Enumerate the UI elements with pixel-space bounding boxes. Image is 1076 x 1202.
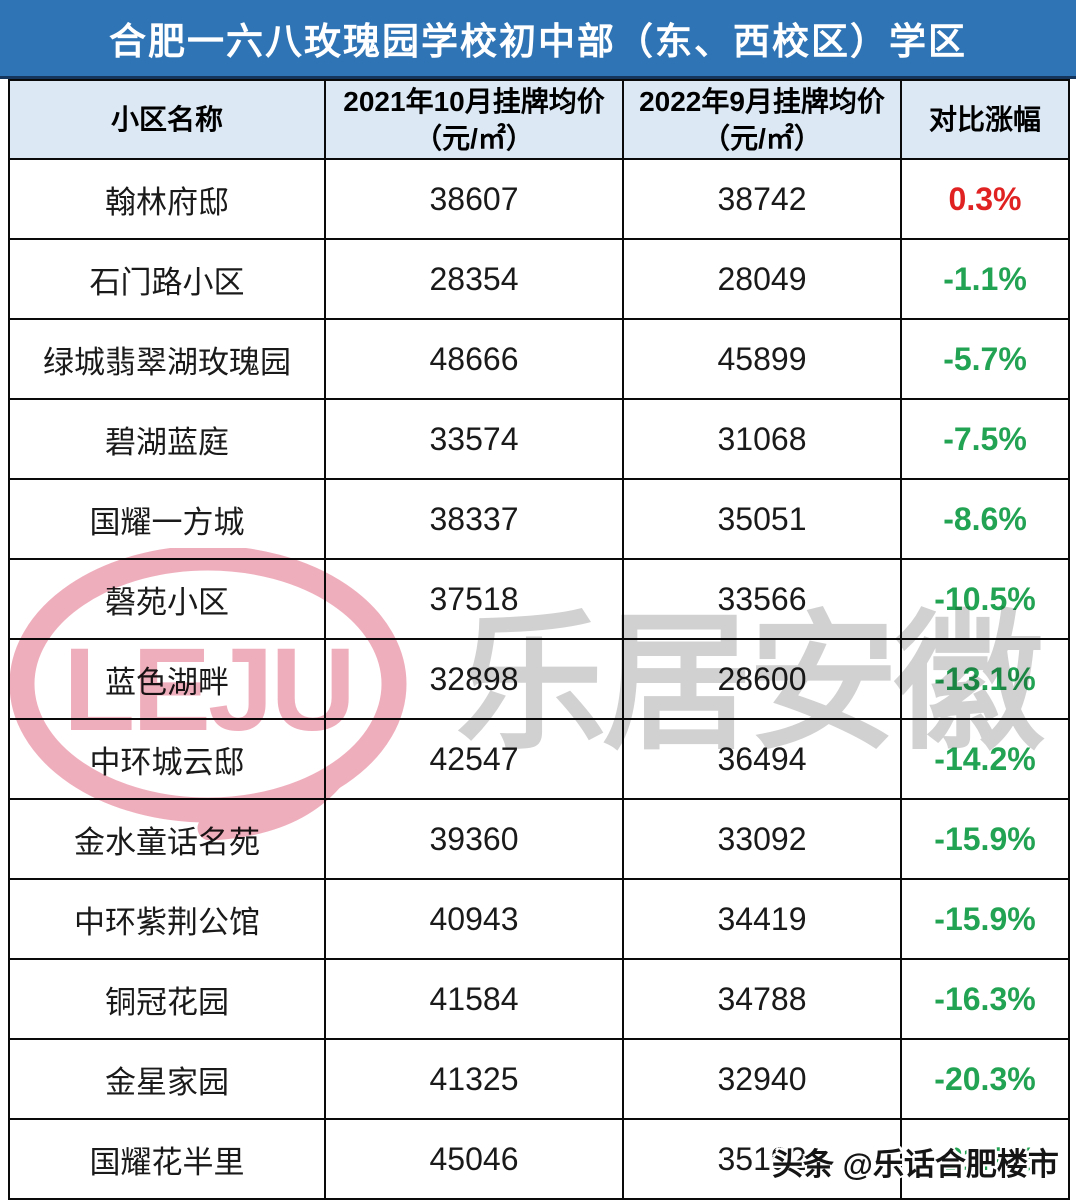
price-2021: 37518: [324, 558, 624, 640]
price-2022: 31068: [622, 398, 902, 480]
change-pct: -20.3%: [900, 1038, 1070, 1120]
table-row: 国耀一方城 38337 35051 -8.6%: [8, 478, 1070, 560]
price-2021: 33574: [324, 398, 624, 480]
price-2022: 35192: [622, 1118, 902, 1200]
change-pct: -1.1%: [900, 238, 1070, 320]
table-row: 金水童话名苑 39360 33092 -15.9%: [8, 798, 1070, 880]
table-row: 国耀花半里 45046 35192 -21.9%: [8, 1118, 1070, 1200]
col-header-price-2021: 2021年10月挂牌均价 （元/㎡）: [324, 79, 624, 160]
community-name: 国耀花半里: [8, 1118, 326, 1200]
price-2022: 34788: [622, 958, 902, 1040]
col-header-community: 小区名称: [8, 79, 326, 160]
district-price-table: 小区名称 2021年10月挂牌均价 （元/㎡） 2022年9月挂牌均价 （元/㎡） …: [8, 79, 1070, 1200]
change-pct: 0.3%: [900, 158, 1070, 240]
price-2021: 39360: [324, 798, 624, 880]
price-2021: 40943: [324, 878, 624, 960]
change-pct: -16.3%: [900, 958, 1070, 1040]
community-name: 金星家园: [8, 1038, 326, 1120]
price-2021: 28354: [324, 238, 624, 320]
community-name: 国耀一方城: [8, 478, 326, 560]
price-2022: 36494: [622, 718, 902, 800]
col-header-price-2022: 2022年9月挂牌均价 （元/㎡）: [622, 79, 902, 160]
change-pct: -15.9%: [900, 798, 1070, 880]
community-name: 翰林府邸: [8, 158, 326, 240]
col-header-change: 对比涨幅: [900, 79, 1070, 160]
price-2022: 28600: [622, 638, 902, 720]
price-2022: 45899: [622, 318, 902, 400]
table-row: 中环城云邸 42547 36494 -14.2%: [8, 718, 1070, 800]
community-name: 中环城云邸: [8, 718, 326, 800]
table-row: 翰林府邸 38607 38742 0.3%: [8, 158, 1070, 240]
community-name: 铜冠花园: [8, 958, 326, 1040]
price-2022: 34419: [622, 878, 902, 960]
community-name: 中环紫荆公馆: [8, 878, 326, 960]
change-pct: -8.6%: [900, 478, 1070, 560]
price-2021: 38607: [324, 158, 624, 240]
price-2022: 33092: [622, 798, 902, 880]
price-2021: 41325: [324, 1038, 624, 1120]
price-2022: 32940: [622, 1038, 902, 1120]
table-header-row: 小区名称 2021年10月挂牌均价 （元/㎡） 2022年9月挂牌均价 （元/㎡） …: [8, 79, 1070, 160]
price-2022: 28049: [622, 238, 902, 320]
table-title-bar: 合肥一六八玫瑰园学校初中部（东、西校区）学区: [0, 0, 1076, 79]
table-row: 铜冠花园 41584 34788 -16.3%: [8, 958, 1070, 1040]
change-pct: -7.5%: [900, 398, 1070, 480]
price-2021: 32898: [324, 638, 624, 720]
price-2022: 38742: [622, 158, 902, 240]
community-name: 金水童话名苑: [8, 798, 326, 880]
price-2021: 45046: [324, 1118, 624, 1200]
price-2021: 42547: [324, 718, 624, 800]
community-name: 石门路小区: [8, 238, 326, 320]
price-2021: 41584: [324, 958, 624, 1040]
page-title: 合肥一六八玫瑰园学校初中部（东、西校区）学区: [109, 21, 967, 62]
price-2022: 35051: [622, 478, 902, 560]
table-row: 磬苑小区 37518 33566 -10.5%: [8, 558, 1070, 640]
table-row: 碧湖蓝庭 33574 31068 -7.5%: [8, 398, 1070, 480]
table-row: 绿城翡翠湖玫瑰园 48666 45899 -5.7%: [8, 318, 1070, 400]
change-pct: -21.9%: [900, 1118, 1070, 1200]
price-2022: 33566: [622, 558, 902, 640]
table-row: 蓝色湖畔 32898 28600 -13.1%: [8, 638, 1070, 720]
price-2021: 48666: [324, 318, 624, 400]
change-pct: -15.9%: [900, 878, 1070, 960]
community-name: 绿城翡翠湖玫瑰园: [8, 318, 326, 400]
table-row: 中环紫荆公馆 40943 34419 -15.9%: [8, 878, 1070, 960]
change-pct: -13.1%: [900, 638, 1070, 720]
community-name: 碧湖蓝庭: [8, 398, 326, 480]
change-pct: -5.7%: [900, 318, 1070, 400]
community-name: 蓝色湖畔: [8, 638, 326, 720]
change-pct: -10.5%: [900, 558, 1070, 640]
price-2021: 38337: [324, 478, 624, 560]
community-name: 磬苑小区: [8, 558, 326, 640]
change-pct: -14.2%: [900, 718, 1070, 800]
table-row: 金星家园 41325 32940 -20.3%: [8, 1038, 1070, 1120]
table-row: 石门路小区 28354 28049 -1.1%: [8, 238, 1070, 320]
